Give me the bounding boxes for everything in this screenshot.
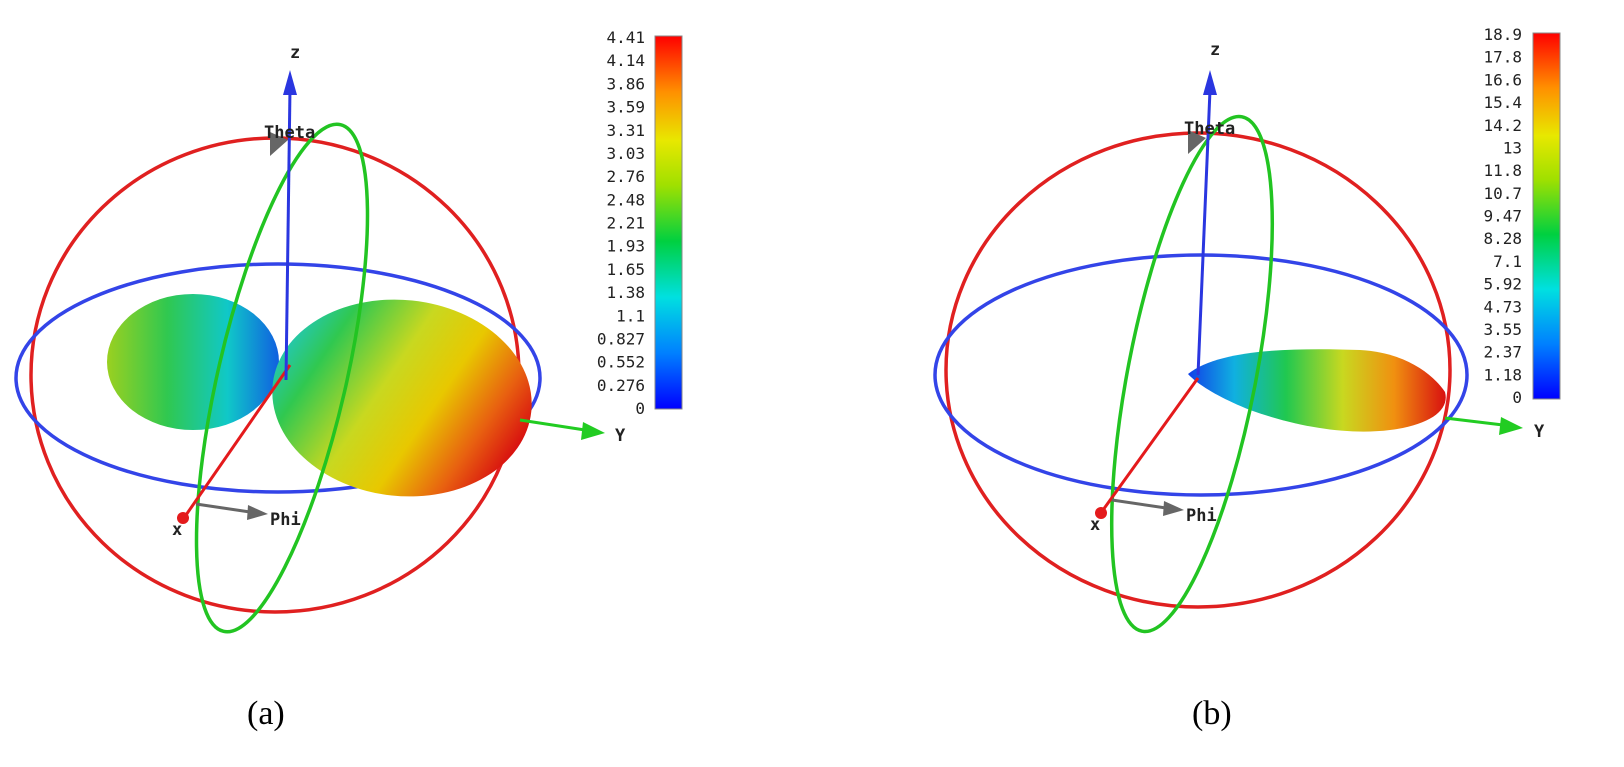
colorbar-tick-label: 1.1 (616, 306, 645, 325)
colorbar-tick-label: 10.7 (1483, 184, 1522, 203)
colorbar-ticks-a: 4.41 4.14 3.86 3.59 3.31 3.03 2.76 2.48 2.21 1.93… (597, 28, 645, 418)
colorbar-tick-label: 9.47 (1483, 207, 1522, 226)
colorbar-tick-label: 8.28 (1483, 229, 1522, 248)
red-ring (944, 131, 1452, 609)
colorbar-tick-label: 0 (635, 399, 645, 418)
panel-a: z Theta Y x Phi 4.41 4.14 3.86 3.59 3.31 3.03… (0, 0, 800, 680)
phi-marker-arrow (1163, 501, 1184, 516)
z-axis-arrow (283, 70, 297, 95)
colorbar-tick-label: 14.2 (1483, 116, 1522, 135)
x-axis-arrow (1095, 507, 1107, 519)
colorbar-tick-label: 17.8 (1483, 48, 1522, 67)
x-axis-label: x (1090, 515, 1100, 535)
colorbar-ticks-b: 18.9 17.8 16.6 15.4 14.2 13 11.8 10.7 9.47 8.28 7.… (1483, 25, 1522, 407)
colorbar-tick-label: 5.92 (1483, 275, 1522, 294)
colorbar-tick-label: 2.76 (606, 167, 645, 186)
colorbar-tick-label: 4.14 (606, 51, 645, 70)
phi-label: Phi (1186, 506, 1217, 526)
caption-b: (b) (1192, 695, 1232, 732)
z-axis-label: z (1210, 40, 1220, 60)
colorbar-tick-label: 18.9 (1483, 25, 1522, 44)
radiation-pattern-a: z Theta Y x Phi 4.41 4.14 3.86 3.59 3.31 3.03… (14, 28, 683, 634)
colorbar-tick-label: 2.37 (1483, 343, 1522, 362)
colorbar-tick-label: 3.86 (606, 74, 645, 93)
green-ring (194, 122, 370, 634)
y-axis-label: Y (615, 426, 626, 446)
colorbar-tick-label: 0.276 (597, 376, 645, 395)
colorbar-tick-label: 13 (1503, 138, 1522, 157)
colorbar-tick-label: 0.827 (597, 329, 645, 348)
theta-label: Theta (264, 123, 315, 143)
colorbar-tick-label: 4.73 (1483, 297, 1522, 316)
colorbar-tick-label: 0.552 (597, 353, 645, 372)
phi-label: Phi (270, 510, 301, 530)
panel-b: z Theta Y x Phi 18.9 17.8 16.6 15.4 14.2 13 11… (920, 0, 1624, 680)
caption-a: (a) (247, 695, 285, 732)
colorbar-b (1532, 32, 1561, 400)
theta-label: Theta (1184, 119, 1235, 139)
y-axis-line (1444, 416, 1504, 427)
y-axis-arrow (1499, 417, 1523, 435)
colorbar-tick-label: 3.55 (1483, 320, 1522, 339)
colorbar-tick-label: 0 (1512, 388, 1522, 407)
green-ring (1109, 114, 1275, 634)
colorbar-tick-label: 4.41 (606, 28, 645, 47)
radiation-pattern-b: z Theta Y x Phi 18.9 17.8 16.6 15.4 14.2 13 11… (933, 25, 1561, 634)
colorbar-a (654, 35, 683, 410)
colorbar-tick-label: 15.4 (1483, 93, 1522, 112)
y-axis-arrow (581, 422, 605, 440)
colorbar-tick-label: 3.59 (606, 98, 645, 117)
main-lobe (1188, 349, 1446, 432)
colorbar-tick-label: 2.48 (606, 190, 645, 209)
colorbar-tick-label: 3.31 (606, 121, 645, 140)
colorbar-tick-label: 1.93 (606, 237, 645, 256)
theta-marker-arrow (270, 132, 288, 156)
phi-marker-line (1111, 498, 1167, 510)
z-axis-label: z (290, 43, 300, 63)
z-axis-line (284, 87, 292, 381)
colorbar-tick-label: 7.1 (1493, 252, 1522, 271)
theta-marker-arrow (1188, 130, 1206, 154)
left-lobe (107, 294, 279, 430)
z-axis-arrow (1203, 70, 1217, 95)
x-axis-line (184, 364, 292, 516)
z-axis-line (1196, 89, 1212, 376)
colorbar-tick-label: 11.8 (1483, 161, 1522, 180)
colorbar-tick-label: 1.18 (1483, 365, 1522, 384)
y-axis-line (519, 418, 586, 432)
colorbar-tick-label: 3.03 (606, 144, 645, 163)
right-lobe (272, 299, 532, 497)
colorbar-tick-label: 1.38 (606, 283, 645, 302)
phi-marker-arrow (247, 505, 268, 520)
colorbar-tick-label: 2.21 (606, 214, 645, 233)
x-axis-arrow (177, 512, 189, 524)
blue-ring (14, 262, 542, 494)
x-axis-label: x (172, 520, 182, 540)
phi-marker-line (195, 502, 251, 514)
blue-ring (933, 253, 1469, 497)
y-axis-label: Y (1534, 422, 1545, 442)
x-axis-line (1101, 377, 1200, 511)
colorbar-tick-label: 1.65 (606, 260, 645, 279)
colorbar-tick-label: 16.6 (1483, 70, 1522, 89)
